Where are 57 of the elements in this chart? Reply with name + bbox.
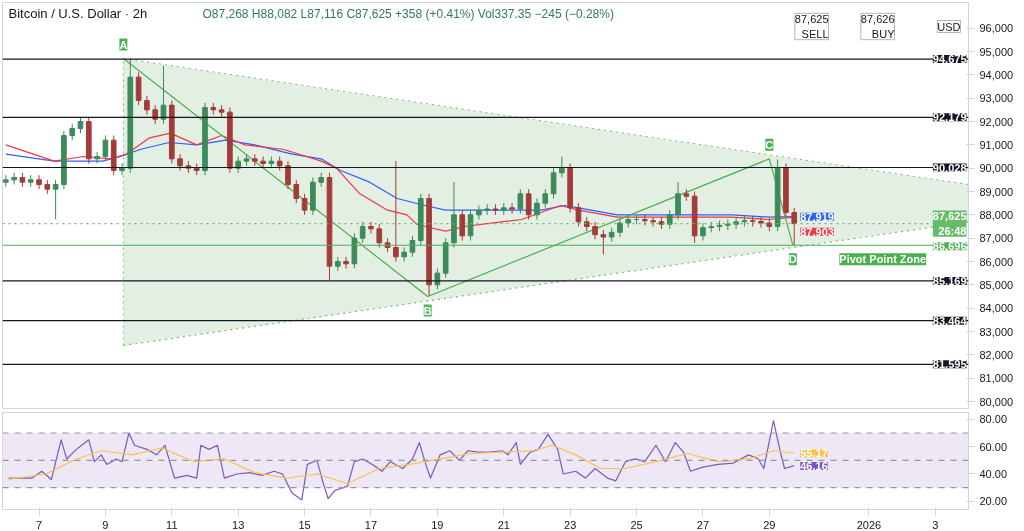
y-tick-label: 83,000 [979, 325, 1014, 338]
y-tick-label: 80,000 [979, 395, 1014, 408]
data-label: 55.17 [800, 447, 828, 460]
x-tick-label: 3 [932, 518, 939, 531]
x-tick-label: 17 [364, 518, 378, 531]
ref-line-label: 92,179 [932, 111, 967, 124]
y-tick-label: 81,000 [979, 372, 1014, 385]
annotation: Pivot Point Zone [839, 253, 927, 266]
ref-line-label: 83,464 [932, 314, 968, 327]
ref-line-label: 85,169 [932, 274, 967, 287]
y-tick-label: 84,000 [979, 302, 1014, 315]
y-tick-label: 82,000 [979, 348, 1014, 361]
ref-line-label: 90,028 [932, 161, 967, 174]
x-tick-label: 25 [630, 518, 643, 531]
y-tick-label: 88,000 [979, 208, 1014, 221]
y-tick-label: 87,000 [979, 232, 1014, 245]
y-tick-label: 85,000 [979, 278, 1014, 291]
annotation: D [788, 253, 797, 266]
ref-line-label: 94,675 [932, 53, 967, 66]
data-label: 87,919 [800, 210, 834, 223]
x-tick-label: 15 [298, 518, 311, 531]
y-tick-label: 90,000 [979, 162, 1014, 175]
y-tick-label: 89,000 [979, 185, 1014, 198]
y-tick-label: 91,000 [979, 138, 1014, 151]
ref-line-label: 87,625 26:48 [932, 210, 967, 237]
ref-line-label: 81,595 [932, 358, 967, 371]
ref-line-label: 86,696 [932, 240, 967, 253]
x-tick-label: 21 [497, 518, 510, 531]
data-label: 87,903 [800, 225, 834, 238]
chart-title: Bitcoin / U.S. Dollar · 2h [8, 5, 148, 21]
annotation: C [765, 138, 774, 151]
x-tick-label: 13 [232, 518, 245, 531]
y-tick-label: 60.00 [979, 440, 1008, 453]
annotation: USD [937, 20, 961, 33]
x-tick-label: 9 [102, 518, 109, 531]
y-tick-label: 86,000 [979, 255, 1014, 268]
x-tick-label: 19 [431, 518, 444, 531]
y-tick-label: 94,000 [979, 68, 1014, 81]
data-label: 46.16 [800, 459, 828, 472]
annotation: A [119, 38, 128, 51]
y-tick-label: 96,000 [979, 22, 1014, 35]
annotation: 87,626 BUY [860, 13, 896, 40]
x-tick-label: 11 [166, 518, 178, 531]
annotation: B [423, 304, 432, 317]
x-tick-label: 7 [35, 518, 43, 531]
y-tick-label: 80.00 [979, 413, 1008, 426]
x-tick-label: 29 [763, 518, 776, 531]
y-tick-label: 95,000 [979, 45, 1014, 58]
chart-subtitle: O87,268 H88,082 L87,116 C87,625 +358 (+0.41%) Vol337.35 −245 (−0.28%) [202, 6, 614, 21]
y-tick-label: 20.00 [979, 495, 1008, 508]
y-tick-label: 40.00 [979, 467, 1008, 480]
x-tick-label: 2026 [856, 518, 882, 531]
y-tick-label: 93,000 [979, 92, 1014, 105]
y-tick-label: 92,000 [979, 115, 1014, 128]
annotation: 87,625 SELL [794, 13, 829, 40]
x-tick-label: 27 [696, 518, 710, 531]
x-tick-label: 23 [564, 518, 577, 531]
